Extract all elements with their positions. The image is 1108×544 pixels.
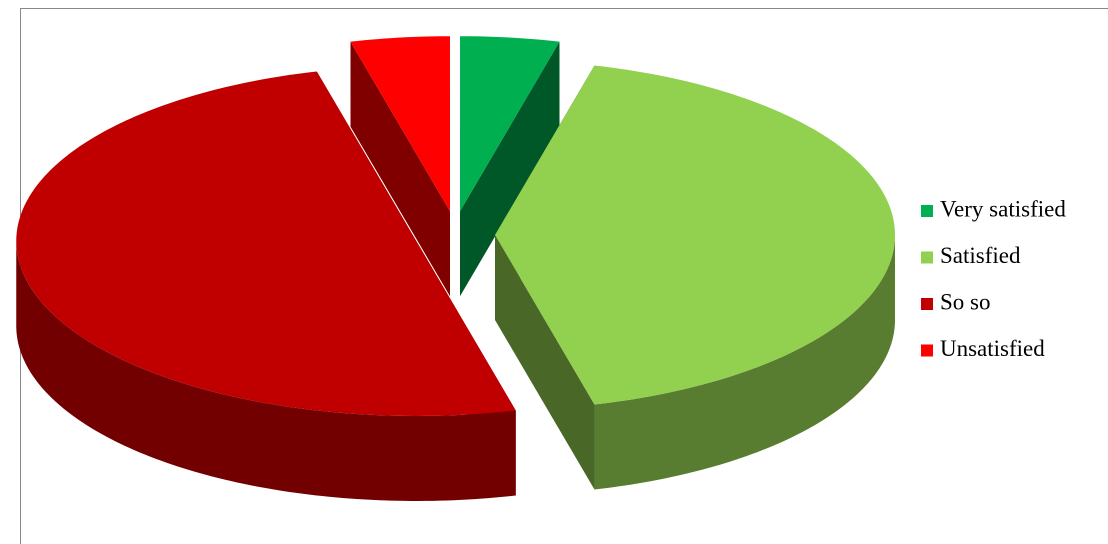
slice-top [350, 36, 450, 212]
slice [16, 71, 516, 501]
slice [495, 65, 895, 490]
slice-wall [16, 240, 516, 501]
legend-swatch [921, 205, 933, 217]
slice-side [495, 235, 595, 490]
legend-label: So so [940, 289, 991, 314]
slice-wall [594, 235, 895, 490]
slice [460, 36, 560, 297]
slice [350, 36, 450, 297]
legend-swatch [921, 251, 933, 264]
legend-label: Very satisfied [940, 196, 1066, 221]
slice-top [16, 71, 516, 416]
slice-top [495, 65, 895, 405]
legend-label: Unsatisfied [940, 336, 1045, 361]
legend-swatch [921, 298, 933, 310]
legend-label: Satisfied [940, 243, 1021, 268]
slice-top [460, 36, 560, 212]
slice-side [460, 41, 560, 297]
slice-side [350, 41, 450, 297]
legend-swatch [921, 344, 933, 357]
